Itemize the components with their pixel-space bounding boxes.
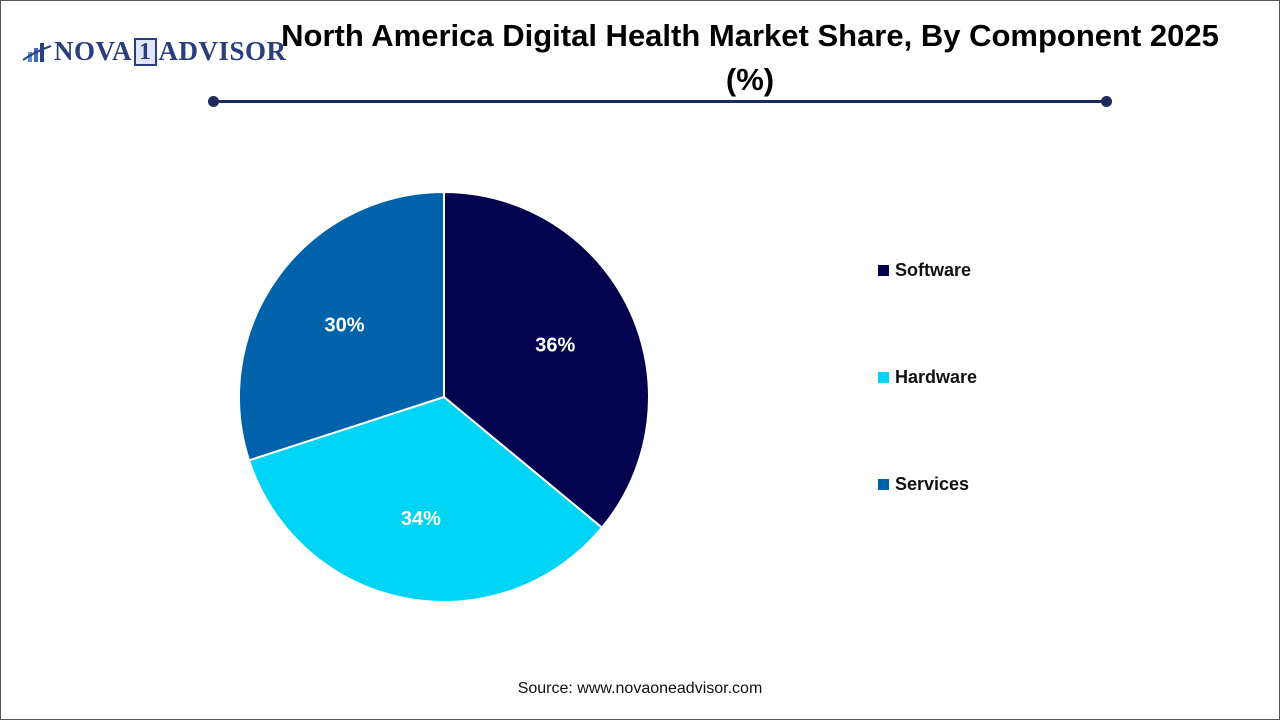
logo-text-b: ADVISOR — [158, 36, 287, 66]
logo-text-one: 1 — [134, 37, 157, 66]
data-label-hardware: 34% — [401, 508, 441, 530]
source-note: Source: www.novaoneadvisor.com — [517, 680, 763, 697]
legend-label: Software — [895, 260, 972, 280]
legend-label: Hardware — [895, 367, 978, 387]
chart-title: North America Digital Health Market Shar… — [281, 18, 1219, 97]
pie-slice-services — [238, 190, 445, 462]
legend-item-software: Software — [878, 260, 971, 281]
legend-swatch — [878, 265, 889, 276]
logo-text-a: NOVA — [54, 36, 133, 66]
legend-swatch — [878, 372, 889, 383]
data-label-services: 30% — [324, 315, 364, 337]
legend-label: Services — [895, 474, 970, 494]
divider-dot-right — [1101, 96, 1112, 107]
divider-dot-left — [208, 96, 219, 107]
legend-item-hardware: Hardware — [878, 367, 977, 388]
title-divider — [213, 100, 1107, 103]
logo: NOVA 1 ADVISOR — [22, 36, 287, 67]
pie-slice-hardware — [247, 395, 604, 603]
bar-chart-logo-icon — [22, 42, 52, 62]
pie-slice-software — [443, 190, 650, 530]
data-label-software: 36% — [535, 335, 575, 357]
legend-item-services: Services — [878, 474, 969, 495]
legend-swatch — [878, 479, 889, 490]
